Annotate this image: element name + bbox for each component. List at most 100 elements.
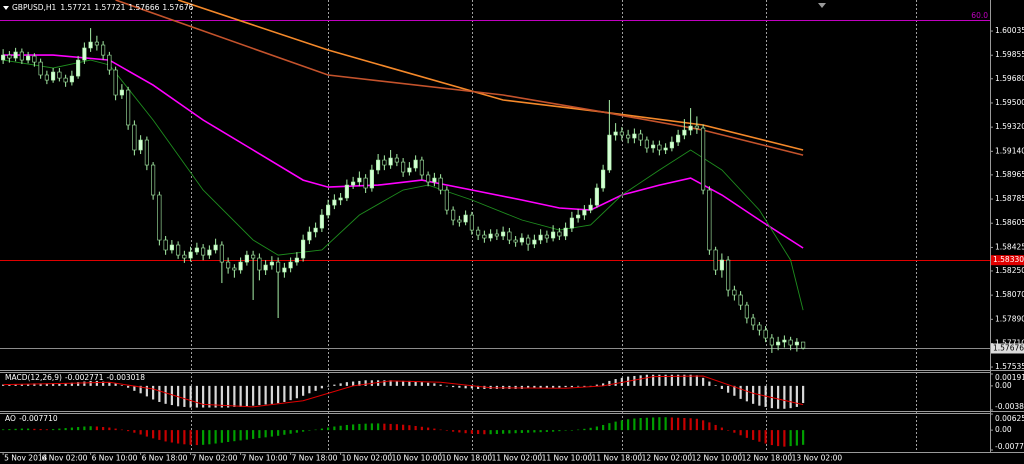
candle-body — [757, 324, 762, 331]
y-tick-label: 1.58425 — [995, 242, 1024, 251]
ao-bar — [233, 430, 236, 442]
candle-body — [226, 261, 231, 269]
macd-bar — [733, 385, 736, 396]
moving-average — [177, 0, 804, 151]
candle-body — [257, 257, 262, 271]
macd-bar — [302, 385, 305, 396]
candle-body — [651, 144, 656, 149]
y-tick-label: 1.59320 — [995, 122, 1024, 131]
candle-body — [769, 337, 774, 346]
candle-body — [638, 133, 643, 141]
ao-bar — [333, 426, 336, 431]
candle-body — [657, 144, 662, 151]
ao-value: -0.007710 — [19, 414, 58, 423]
candle-body — [51, 71, 56, 81]
candle-body — [394, 157, 399, 163]
candle-body — [688, 125, 693, 131]
ao-bar — [570, 430, 573, 431]
macd-bar — [789, 385, 792, 409]
last-close: 1.57676 — [162, 3, 193, 12]
candle-body — [451, 209, 456, 221]
macd-tick-label: 0.001917 — [995, 373, 1024, 382]
x-tick-label: 11 Nov 02:00 — [492, 454, 543, 463]
candle-body — [507, 231, 512, 241]
macd-bar — [683, 374, 686, 386]
ao-tick-label: -0.007710 — [995, 442, 1024, 451]
macd-bar — [602, 383, 605, 386]
macd-bar — [620, 377, 623, 386]
macd-bar — [577, 385, 580, 387]
macd-bar — [264, 385, 267, 405]
candle-body — [694, 125, 699, 129]
ao-bar — [420, 426, 423, 431]
candle-body — [401, 161, 406, 173]
macd-bar — [670, 374, 673, 386]
candle-body — [188, 251, 193, 259]
macd-bar — [333, 384, 336, 386]
macd-bar — [439, 384, 442, 386]
ao-bar — [745, 430, 748, 438]
macd-bar — [245, 385, 248, 407]
candle-body — [344, 184, 349, 199]
x-tick-label: 5 Nov 2014 — [4, 454, 47, 463]
ao-bar — [514, 430, 517, 434]
macd-bar — [583, 385, 586, 387]
candle-body — [457, 219, 462, 223]
y-tick-label: 1.57710 — [995, 339, 1024, 348]
ao-bar — [320, 428, 323, 431]
ao-bar — [402, 424, 405, 431]
ao-bar — [608, 423, 611, 431]
candle-body — [294, 257, 299, 263]
macd-bar — [452, 385, 455, 388]
candle-body — [601, 169, 606, 189]
macd-bar — [89, 380, 92, 386]
macd-bar — [145, 385, 148, 397]
level-price-box — [991, 255, 1024, 266]
macd-bar — [295, 385, 298, 399]
candle-body — [332, 199, 337, 206]
ao-bar — [2, 429, 5, 431]
ao-bar — [145, 430, 148, 437]
candle-body — [582, 209, 587, 216]
candle-body — [126, 89, 131, 126]
y-tick-label: 1.60035 — [995, 26, 1024, 35]
macd-bar — [139, 385, 142, 394]
ao-bar — [645, 417, 648, 431]
ao-bar — [27, 428, 30, 431]
ao-bar — [583, 428, 586, 431]
macd-bar — [364, 380, 367, 386]
last-low: 1.57666 — [128, 3, 159, 12]
ao-bar — [770, 430, 773, 446]
macd-bar — [402, 380, 405, 386]
ao-bar — [39, 429, 42, 431]
candle-body — [263, 264, 268, 271]
y-tick-label: 1.58605 — [995, 218, 1024, 227]
macd-bar — [408, 380, 411, 386]
ao-name: AO — [5, 414, 16, 423]
macd-bar — [170, 385, 173, 406]
ao-bar — [433, 428, 436, 431]
macd-bar — [458, 385, 461, 388]
candle-body — [201, 247, 206, 256]
candle-body — [13, 51, 18, 59]
ao-bar — [783, 430, 786, 447]
ao-bar — [114, 428, 117, 431]
candle-body — [494, 233, 499, 237]
x-tick-label: 7 Nov 18:00 — [292, 454, 338, 463]
ao-bar — [627, 419, 630, 431]
moving-average — [115, 0, 804, 156]
signal-value: -0.003018 — [106, 373, 145, 382]
ao-bar — [364, 423, 367, 431]
candle-body — [357, 177, 362, 183]
candle-body — [588, 204, 593, 211]
macd-bar — [427, 382, 430, 386]
candle-body — [219, 244, 224, 263]
macd-signal — [3, 375, 804, 408]
candle-body — [426, 174, 431, 183]
candle-body — [476, 229, 481, 236]
macd-bar — [464, 385, 467, 389]
ao-bar — [95, 426, 98, 431]
macd-bar — [214, 385, 217, 408]
candle-body — [44, 74, 49, 81]
